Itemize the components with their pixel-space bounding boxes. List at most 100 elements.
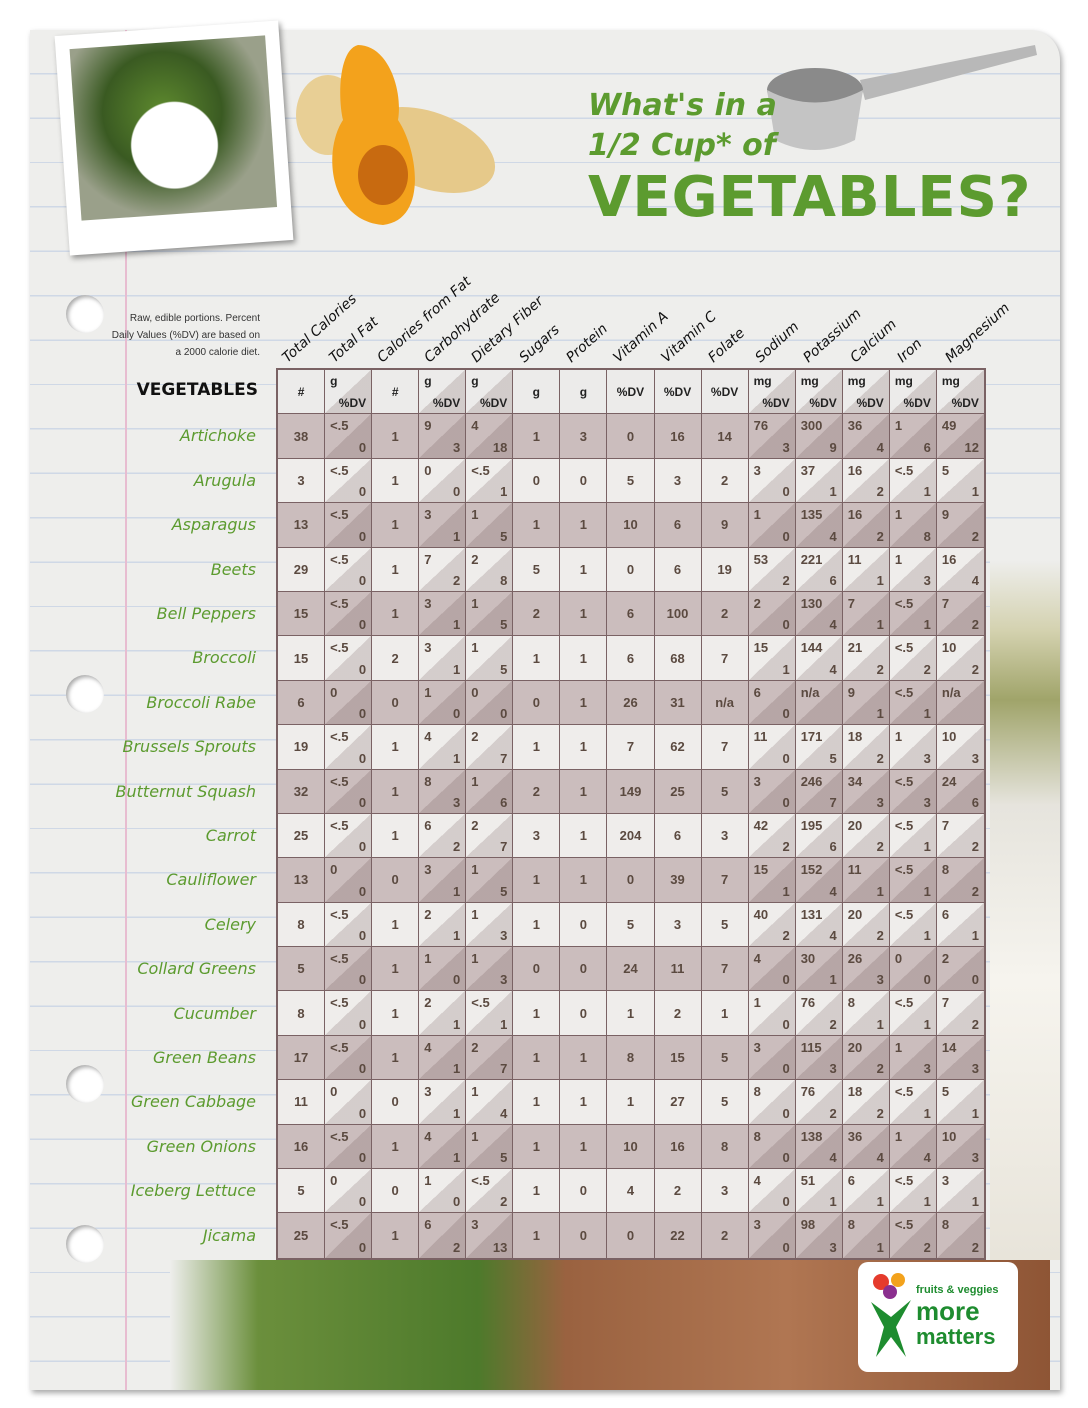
cell-dv-value: 6	[829, 839, 837, 855]
table-row: 25 <.5 0 1 6 2 3 13 1 0 0 22 2 3 0 98 3 8 1 <.5 2 8 2	[278, 1213, 984, 1258]
cell-value: 8	[424, 773, 432, 789]
table-cell: <.5 0	[325, 769, 373, 813]
cell-value: 1	[424, 951, 432, 967]
cell-value: <.5	[330, 595, 349, 611]
table-cell: mg %DV	[795, 370, 843, 414]
cell-dv-value: 5	[500, 883, 508, 899]
table-cell: 26 3	[842, 947, 890, 991]
table-cell: <.5 1	[466, 991, 514, 1035]
table-cell: 7	[701, 725, 749, 769]
table-cell: 25	[278, 1213, 326, 1258]
table-cell: 11 1	[842, 858, 890, 902]
cell-value: 6	[424, 1217, 432, 1233]
table-cell: 2	[701, 1213, 749, 1258]
table-cell: 0	[513, 458, 561, 503]
table-cell: #	[278, 370, 326, 414]
table-cell: 20 2	[842, 1035, 890, 1080]
cell-value: 26	[847, 951, 863, 967]
cell-dv-value: 0	[358, 839, 367, 855]
cell-value: mg	[753, 374, 772, 388]
table-cell: 5	[701, 769, 749, 813]
cell-dv-value: 0	[358, 572, 367, 588]
table-cell: 1	[372, 503, 420, 547]
table-cell: <.5 1	[889, 1080, 937, 1124]
cell-dv-value: 0	[358, 661, 367, 677]
table-cell: 0	[372, 1169, 420, 1213]
table-cell: 6	[654, 813, 702, 858]
cell-value: 98	[800, 1217, 816, 1233]
cell-dv-value: 0	[782, 1061, 790, 1077]
table-cell: 1	[372, 547, 420, 591]
table-cell: 0	[607, 858, 655, 902]
cell-value: 3	[753, 773, 761, 789]
cell-dv-value: 0	[358, 1016, 367, 1032]
cell-dv-value: 0	[971, 972, 979, 988]
table-cell: 24 6	[936, 769, 984, 813]
cell-dv-value: %DV	[951, 396, 979, 411]
table-cell: #	[372, 370, 420, 414]
vegetable-name: Iceberg Lettuce	[130, 1181, 256, 1201]
cell-value: 6	[847, 1173, 855, 1189]
table-cell: 1	[607, 1080, 655, 1124]
cell-dv-value: %DV	[903, 396, 931, 411]
table-cell: g %DV	[466, 370, 514, 414]
cell-dv-value: 7	[829, 794, 837, 810]
cell-dv-value: 2	[453, 839, 461, 855]
table-cell: 6	[654, 503, 702, 547]
cell-value: 115	[800, 1039, 822, 1055]
table-cell: 62	[654, 725, 702, 769]
table-cell: 1	[372, 1035, 420, 1080]
vegetable-name: Green Cabbage	[131, 1092, 256, 1112]
cell-dv-value: 1	[923, 617, 931, 633]
title-top: What's in a 1/2 Cup* of	[588, 86, 777, 166]
table-cell: 18 2	[842, 1080, 890, 1124]
table-cell: 100	[654, 591, 702, 636]
table-cell: 19	[278, 725, 326, 769]
cell-value: 36	[847, 1128, 863, 1144]
table-cell: 1	[372, 1213, 420, 1258]
cell-dv-value: 1	[453, 528, 461, 544]
cell-dv-value: 1	[453, 1061, 461, 1077]
cell-value: 1	[753, 507, 761, 523]
table-cell: 32	[278, 769, 326, 813]
table-cell: g %DV	[325, 370, 373, 414]
table-cell: 130 4	[795, 591, 843, 636]
table-cell: 138 4	[795, 1124, 843, 1169]
cell-value: 1	[424, 684, 432, 700]
cell-dv-value: 3	[923, 750, 931, 766]
cell-value: 11	[847, 862, 862, 878]
cell-dv-value: 1	[876, 1194, 884, 1210]
cell-dv-value: 0	[782, 750, 790, 766]
cell-dv-value: 4	[500, 1105, 508, 1121]
table-cell: <.5 1	[889, 591, 937, 636]
table-cell: 10 3	[936, 725, 984, 769]
table-cell: 1	[513, 902, 561, 947]
table-cell: <.5 3	[889, 769, 937, 813]
table-row: 32 <.5 0 1 8 3 1 6 2 1 149 25 5 3 0 246 7 34 3 <.5 3 24 6	[278, 769, 984, 814]
table-cell: 34 3	[842, 769, 890, 813]
cell-dv-value: 6	[829, 572, 837, 588]
cell-value: 42	[753, 817, 769, 833]
cell-dv-value: 2	[876, 1105, 884, 1121]
table-cell: 15	[654, 1035, 702, 1080]
vegetable-name: Brussels Sprouts	[122, 737, 256, 757]
table-cell: mg %DV	[936, 370, 984, 414]
cell-dv-value: 0	[358, 439, 367, 455]
table-cell: 3 13	[466, 1213, 514, 1258]
